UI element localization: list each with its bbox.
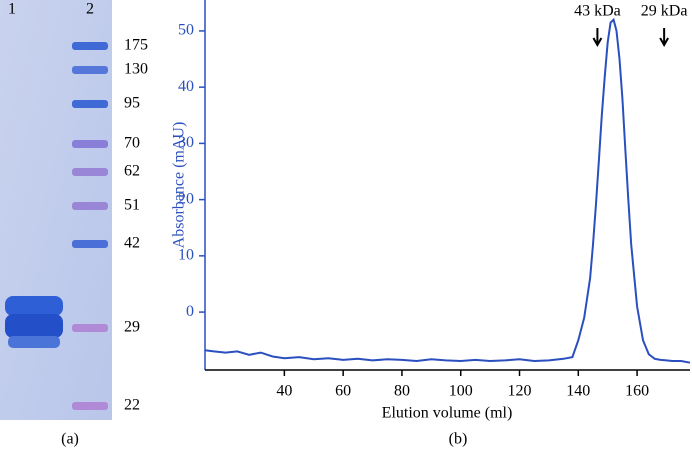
y-tick-label: 10 (178, 247, 194, 264)
x-tick-label: 100 (449, 383, 473, 400)
annotation: 43 kDa (574, 3, 621, 20)
protein-band (5, 296, 63, 316)
marker-label: 51 (124, 197, 140, 214)
annotation: 29 kDa (641, 3, 688, 20)
marker-label: 29 (124, 319, 140, 336)
data-line (204, 17, 691, 364)
marker-label: 130 (124, 61, 148, 78)
protein-band (5, 314, 63, 338)
marker-band (72, 168, 108, 176)
marker-label: 42 (124, 235, 140, 252)
marker-band (72, 100, 108, 108)
marker-label: 175 (124, 37, 148, 54)
y-tick-label: 20 (178, 190, 194, 207)
y-tick-label: 40 (178, 78, 194, 95)
y-tick-label: 30 (178, 134, 194, 151)
caption: (a) (61, 431, 79, 448)
marker-label: 95 (124, 95, 140, 112)
marker-band (72, 66, 108, 74)
x-tick-label: 80 (394, 383, 410, 400)
y-axis-label: Absorbance (mAU) (171, 122, 188, 249)
y-tick-label: 0 (186, 303, 194, 320)
marker-band (72, 324, 108, 332)
x-tick-label: 140 (566, 383, 590, 400)
x-tick-label: 120 (508, 383, 532, 400)
marker-band (72, 240, 108, 248)
x-tick-label: 40 (276, 383, 292, 400)
marker-label: 70 (124, 135, 140, 152)
marker-band (72, 140, 108, 148)
marker-band (72, 202, 108, 210)
lane-label: 2 (86, 1, 94, 18)
y-tick-label: 50 (178, 22, 194, 39)
x-axis-label: Elution volume (ml) (382, 405, 513, 422)
annotation-arrow (592, 28, 603, 48)
lane-label: 1 (8, 1, 16, 18)
x-tick-label: 60 (335, 383, 351, 400)
x-tick-label: 160 (625, 383, 649, 400)
caption: (b) (449, 431, 468, 448)
marker-band (72, 42, 108, 50)
marker-label: 22 (124, 397, 140, 414)
marker-label: 62 (124, 163, 140, 180)
annotation-arrow (659, 28, 670, 48)
marker-band (72, 402, 108, 410)
protein-band (8, 336, 60, 348)
